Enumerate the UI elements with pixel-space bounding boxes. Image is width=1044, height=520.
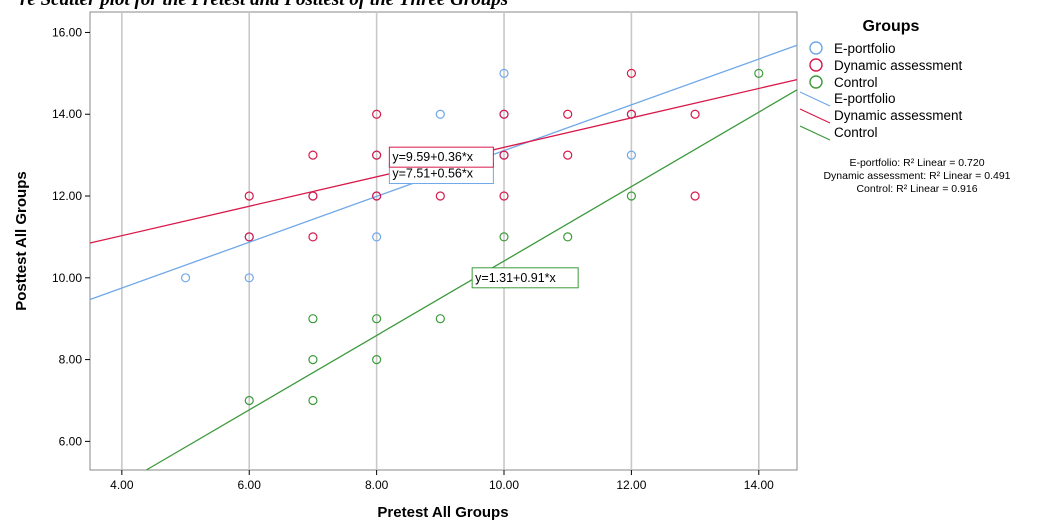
point-dynamic-assessment bbox=[308, 191, 318, 201]
point-dynamic-assessment bbox=[499, 150, 509, 160]
point-dynamic-assessment bbox=[626, 109, 636, 119]
y-axis-title: Posttest All Groups bbox=[13, 171, 30, 310]
point-control bbox=[308, 395, 318, 406]
point-control bbox=[754, 68, 764, 78]
legend-marker bbox=[809, 75, 823, 89]
r-squared-note: Dynamic assessment: R² Linear = 0.491 bbox=[823, 170, 1010, 182]
r-squared-note: E-portfolio: R² Linear = 0.720 bbox=[849, 157, 984, 169]
x-tick-label: 12.00 bbox=[616, 478, 646, 492]
legend-label: Dynamic assessment bbox=[834, 58, 963, 73]
point-control bbox=[244, 395, 254, 406]
equation-label: y=1.31+0.91*x bbox=[475, 271, 556, 285]
point-dynamic-assessment bbox=[626, 68, 636, 78]
legend-label: Control bbox=[834, 75, 878, 90]
legend-label: E-portfolio bbox=[834, 91, 896, 106]
point-e-portfolio bbox=[626, 150, 636, 160]
point-dynamic-assessment bbox=[563, 109, 573, 119]
point-dynamic-assessment bbox=[308, 150, 318, 160]
point-dynamic-assessment bbox=[308, 232, 318, 242]
x-tick-label: 14.00 bbox=[744, 478, 774, 492]
equation-label: y=7.51+0.56*x bbox=[392, 167, 473, 181]
legend-label: E-portfolio bbox=[834, 41, 896, 56]
plot-area bbox=[89, 11, 798, 471]
point-dynamic-assessment bbox=[372, 191, 382, 201]
point-control bbox=[308, 314, 318, 324]
point-e-portfolio bbox=[180, 273, 191, 283]
point-dynamic-assessment bbox=[690, 109, 700, 119]
point-e-portfolio bbox=[499, 68, 509, 78]
point-dynamic-assessment bbox=[499, 191, 509, 201]
legend-marker bbox=[809, 58, 823, 72]
x-axis-title: Pretest All Groups bbox=[377, 504, 508, 520]
legend-line bbox=[799, 91, 831, 107]
legend-label: Control bbox=[834, 125, 878, 140]
point-dynamic-assessment bbox=[563, 150, 573, 160]
point-control bbox=[308, 354, 318, 365]
legend-line bbox=[799, 108, 831, 124]
legend-line bbox=[799, 125, 831, 141]
point-control bbox=[372, 314, 382, 324]
figure-caption: re Scatter plot for the Pretest and Post… bbox=[20, 0, 508, 10]
equation-box bbox=[471, 267, 579, 289]
x-tick-label: 4.00 bbox=[110, 478, 134, 492]
point-dynamic-assessment bbox=[244, 191, 254, 201]
y-tick-labels: 6.00 8.00 10.00 12.00 14.00 16.00 bbox=[52, 25, 82, 448]
equation-labels: y=7.51+0.56*x y=9.59+0.36*x y=1.31+0.91*x bbox=[388, 146, 579, 289]
r-squared-note: Control: R² Linear = 0.916 bbox=[856, 183, 977, 195]
legend-label: Dynamic assessment bbox=[834, 108, 963, 123]
point-dynamic-assessment bbox=[372, 150, 382, 160]
data-points bbox=[180, 68, 764, 406]
point-dynamic-assessment bbox=[372, 109, 382, 119]
point-dynamic-assessment bbox=[435, 191, 445, 201]
point-dynamic-assessment bbox=[499, 109, 509, 119]
equation-box bbox=[388, 146, 494, 168]
point-control bbox=[499, 232, 509, 242]
x-tick-label: 6.00 bbox=[238, 478, 262, 492]
point-control bbox=[626, 191, 636, 201]
x-tick-label: 8.00 bbox=[365, 478, 389, 492]
point-dynamic-assessment bbox=[244, 232, 254, 242]
point-control bbox=[372, 354, 382, 365]
legend-marker bbox=[809, 41, 823, 55]
point-e-portfolio bbox=[372, 232, 382, 242]
legend: Groups E-portfolio Dynamic assessment Cont… bbox=[799, 18, 963, 141]
point-control bbox=[563, 232, 573, 242]
point-control bbox=[435, 314, 445, 324]
y-tick-label: 16.00 bbox=[52, 25, 82, 39]
point-e-portfolio bbox=[244, 273, 254, 283]
y-tick-label: 12.00 bbox=[52, 189, 82, 203]
y-tick-label: 10.00 bbox=[52, 271, 82, 285]
equation-label: y=9.59+0.36*x bbox=[392, 150, 473, 164]
x-tick-label: 10.00 bbox=[489, 478, 519, 492]
x-tick-labels: 4.00 6.00 8.00 10.00 12.00 14.00 bbox=[110, 478, 774, 492]
y-tick-label: 6.00 bbox=[59, 434, 83, 448]
y-tick-label: 8.00 bbox=[59, 353, 83, 367]
legend-title: Groups bbox=[863, 18, 920, 35]
y-tick-label: 14.00 bbox=[52, 107, 82, 121]
point-e-portfolio bbox=[435, 109, 445, 119]
point-dynamic-assessment bbox=[690, 191, 700, 201]
